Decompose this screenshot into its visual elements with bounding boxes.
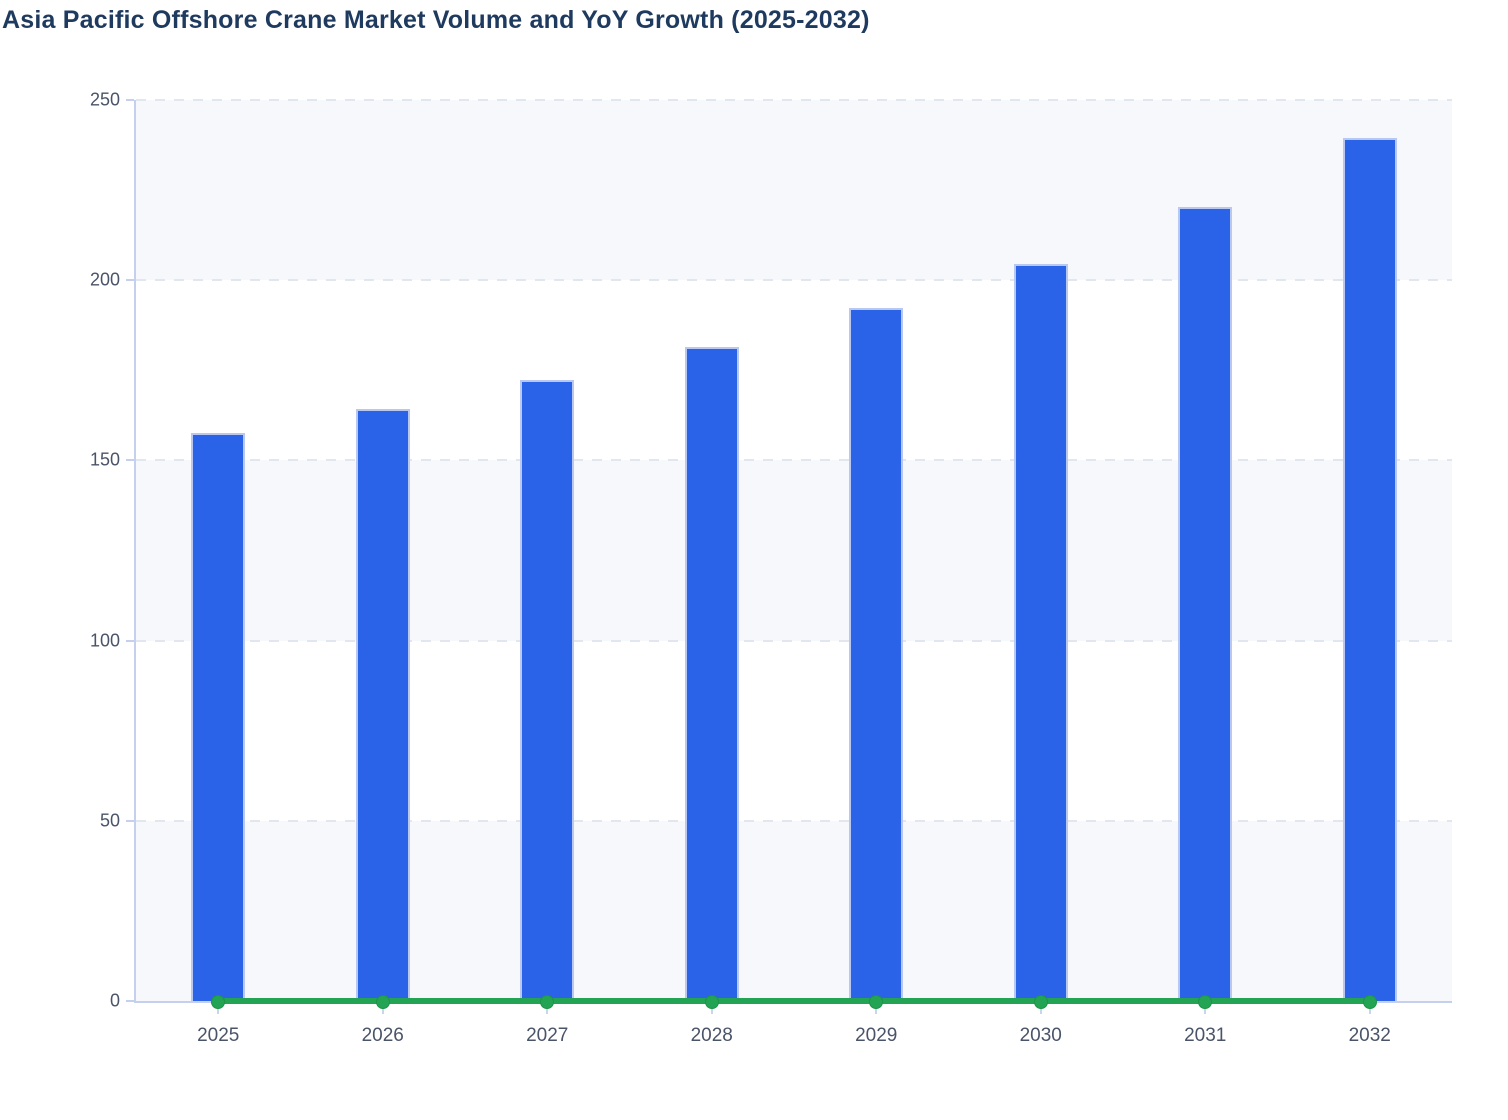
bar-2032[interactable]: [1342, 137, 1397, 1001]
y-axis-label-50: 50: [99, 810, 120, 831]
y-axis-tick-0: [126, 1000, 134, 1002]
y-axis-label-250: 250: [89, 89, 120, 110]
y-axis-tick-150: [126, 459, 134, 462]
marker-2028[interactable]: [704, 995, 719, 1009]
y-axis-tick-250: [126, 99, 134, 101]
x-axis-label-2029: 2029: [855, 1025, 898, 1046]
y-axis-tick-50: [126, 819, 134, 822]
gridline-50: [136, 819, 1452, 822]
y-axis-label-100: 100: [89, 630, 120, 651]
gridline-150: [136, 459, 1452, 462]
plot-band: [136, 100, 1452, 281]
bar-2027[interactable]: [520, 380, 575, 1001]
marker-2026[interactable]: [375, 995, 390, 1009]
bar-2028[interactable]: [684, 347, 739, 1001]
x-axis-label-2026: 2026: [361, 1025, 404, 1046]
bar-2031[interactable]: [1178, 206, 1233, 1001]
marker-2029[interactable]: [869, 995, 884, 1009]
plot-area: 0 50 100 150 200 250 2025 2026 2027 2028 2029 2030 2…: [90, 90, 1452, 1046]
y-axis-label-0: 0: [109, 990, 120, 1011]
y-axis-label-200: 200: [89, 269, 120, 290]
bar-2030[interactable]: [1013, 264, 1068, 1001]
marker-2032[interactable]: [1362, 995, 1377, 1009]
yoy-growth-line[interactable]: [218, 998, 1370, 1004]
gridline-100: [136, 639, 1452, 642]
plot-band: [136, 820, 1452, 1001]
x-axis-label-2032: 2032: [1348, 1025, 1391, 1046]
plot-band: [136, 280, 1452, 461]
x-axis-label-2027: 2027: [526, 1025, 569, 1046]
gridline-250: [136, 99, 1452, 101]
x-axis-label-2030: 2030: [1019, 1025, 1062, 1046]
x-axis-label-2028: 2028: [690, 1025, 733, 1046]
chart-title: Asia Pacific Offshore Crane Market Volum…: [2, 6, 870, 34]
y-axis-tick-100: [126, 639, 134, 642]
plot-band: [136, 460, 1452, 641]
y-axis-tick-200: [126, 279, 134, 282]
bar-2025[interactable]: [191, 433, 246, 1001]
gridline-200: [136, 279, 1452, 282]
marker-2027[interactable]: [540, 995, 555, 1009]
x-axis-label-2031: 2031: [1184, 1025, 1227, 1046]
plot-band: [136, 640, 1452, 821]
y-axis-label-150: 150: [89, 449, 120, 470]
marker-2030[interactable]: [1033, 995, 1048, 1009]
marker-2031[interactable]: [1198, 995, 1213, 1009]
bar-2026[interactable]: [355, 408, 410, 1001]
x-axis-label-2025: 2025: [197, 1025, 240, 1046]
marker-2025[interactable]: [211, 995, 226, 1009]
bar-2029[interactable]: [849, 307, 904, 1001]
